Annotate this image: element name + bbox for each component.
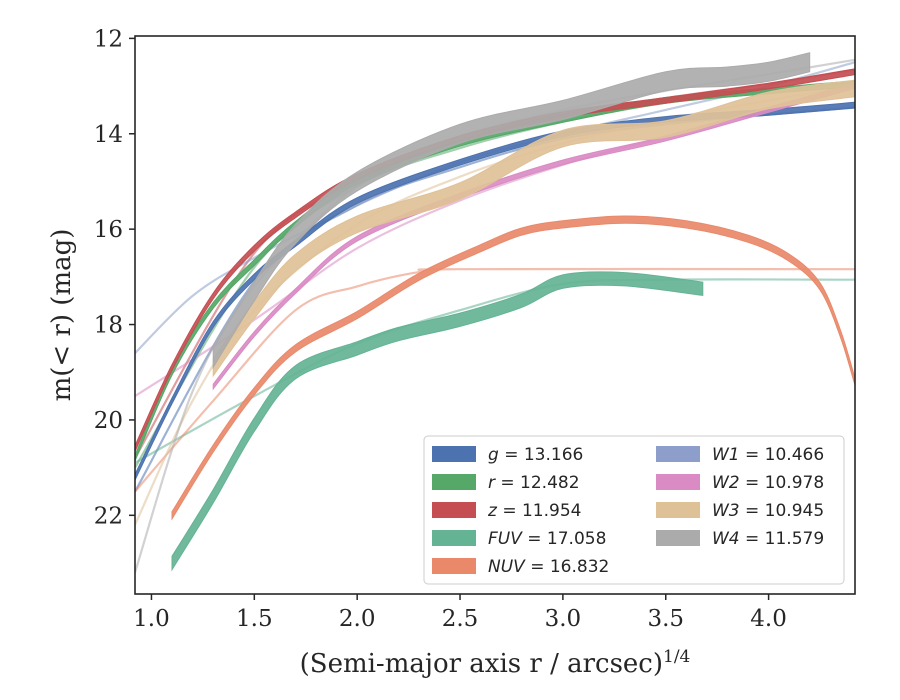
legend-swatch-fuv [432, 530, 476, 546]
legend-label-w1: W1 = 10.466 [712, 445, 824, 465]
legend-swatch-g [432, 446, 476, 462]
profile-band-w2 [212, 83, 855, 391]
legend-swatch-w4 [656, 530, 700, 546]
legend: g = 13.166 r = 12.482 z = 11.954 FUV = 17.0… [423, 435, 845, 585]
legend-swatch-w2 [656, 474, 700, 490]
legend-swatch-w1 [656, 446, 700, 462]
profile-band-r [135, 80, 855, 462]
profile-band-w4 [212, 52, 811, 370]
legend-swatch-nuv [432, 558, 476, 574]
profile-band-z [135, 68, 855, 452]
legend-label-fuv: FUV = 17.058 [488, 529, 606, 549]
legend-box [423, 435, 845, 585]
legend-label-g: g = 13.166 [488, 445, 583, 465]
x-tick-label: 4.0 [750, 606, 787, 632]
legend-label-r: r = 12.482 [488, 473, 580, 493]
x-tick-label: 3.0 [545, 606, 582, 632]
x-tick-label: 2.5 [442, 606, 479, 632]
legend-swatch-z [432, 502, 476, 518]
series-layer [135, 52, 855, 573]
y-tick-label: 20 [94, 408, 123, 434]
y-tick-label: 14 [94, 122, 123, 148]
legend-label-w3: W3 = 10.945 [712, 501, 824, 521]
y-tick-label: 16 [94, 217, 123, 243]
legend-label-w4: W4 = 11.579 [712, 529, 824, 549]
x-axis-label: (Semi-major axis r / arcsec)1/4 [300, 647, 691, 679]
y-tick-label: 22 [94, 503, 123, 529]
y-tick-label: 12 [94, 26, 123, 52]
x-tick-label: 1.0 [133, 606, 170, 632]
legend-label-w2: W2 = 10.978 [712, 473, 824, 493]
model-line-nuv [135, 267, 855, 493]
legend-label-nuv: NUV = 16.832 [488, 557, 609, 577]
legend-label-z: z = 11.954 [487, 501, 581, 521]
profile-band-nuv [171, 215, 855, 521]
legend-swatch-w3 [656, 502, 700, 518]
profile-band-fuv [171, 271, 704, 572]
legend-swatch-r [432, 474, 476, 490]
x-tick-label: 1.5 [236, 606, 273, 632]
y-axis-label: m(< r) (mag) [47, 229, 77, 402]
x-tick-label: 2.0 [339, 606, 376, 632]
plot-frame [134, 35, 856, 595]
profile-band-w3 [212, 79, 855, 378]
x-tick-label: 3.5 [647, 606, 684, 632]
axis-ticks: 1.0 1.5 2.0 2.5 3.0 3.5 4.0 12 14 16 18 20 22 [94, 26, 787, 632]
y-tick-label: 18 [94, 313, 123, 339]
